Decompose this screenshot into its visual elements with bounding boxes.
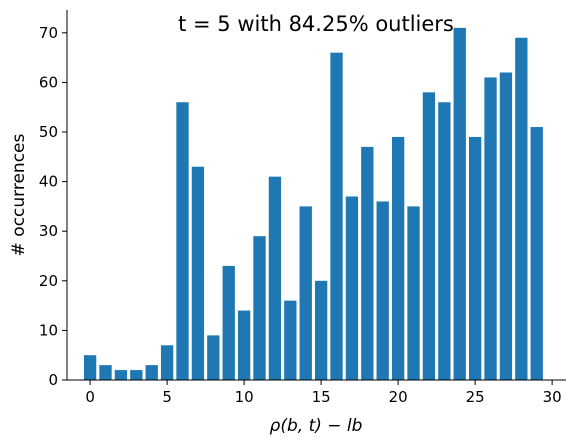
bar-5 — [160, 345, 174, 380]
bar-1 — [99, 365, 112, 380]
bar-27 — [499, 72, 513, 381]
y-tick-label: 40 — [39, 173, 58, 191]
bar-0 — [83, 355, 97, 380]
bar-18 — [361, 146, 374, 380]
y-tick-label: 60 — [39, 73, 58, 91]
x-tick-label: 5 — [162, 388, 172, 406]
x-tick-label: 10 — [235, 388, 254, 406]
bar-25 — [468, 136, 482, 380]
bar-6 — [176, 102, 189, 380]
bar-28 — [515, 37, 528, 381]
bar-7 — [191, 166, 205, 380]
chart-title: t = 5 with 84.25% outliers — [178, 12, 454, 36]
x-tick-label: 20 — [389, 388, 408, 406]
bar-23 — [438, 102, 451, 380]
bar-9 — [222, 265, 235, 380]
y-tick-label: 50 — [39, 123, 58, 141]
y-tick-label: 20 — [39, 272, 58, 290]
x-axis-ticks: 0 5 10 15 20 25 30 — [85, 380, 562, 406]
x-tick-label: 0 — [85, 388, 95, 406]
bar-4 — [145, 365, 158, 380]
y-axis-title: # occurrences — [9, 133, 29, 256]
bar-24 — [453, 27, 466, 381]
y-axis-ticks: 0 10 20 30 40 50 60 70 — [39, 24, 67, 389]
bar-10 — [237, 310, 251, 380]
bar-21 — [407, 206, 420, 380]
bar-14 — [299, 206, 312, 380]
x-tick-label: 30 — [543, 388, 562, 406]
bar-29 — [530, 127, 543, 380]
bar-22 — [422, 92, 436, 380]
x-tick-label: 25 — [466, 388, 485, 406]
y-tick-label: 0 — [48, 371, 58, 389]
y-tick-label: 30 — [39, 222, 58, 240]
y-tick-label: 10 — [39, 321, 58, 339]
bar-15 — [314, 280, 328, 380]
bar-8 — [207, 335, 220, 380]
x-tick-label: 15 — [312, 388, 331, 406]
bar-19 — [376, 201, 389, 380]
y-tick-label: 70 — [39, 24, 58, 42]
bars-group — [83, 27, 543, 381]
bar-26 — [484, 77, 497, 380]
bar-16 — [330, 52, 343, 381]
bar-13 — [284, 300, 297, 380]
bar-12 — [268, 176, 282, 380]
x-axis-title: ρ(b, t) − lb — [270, 416, 363, 436]
bar-2 — [114, 370, 128, 380]
bar-3 — [130, 370, 143, 380]
bar-17 — [345, 196, 359, 380]
bar-20 — [391, 136, 405, 380]
bar-11 — [253, 236, 266, 380]
